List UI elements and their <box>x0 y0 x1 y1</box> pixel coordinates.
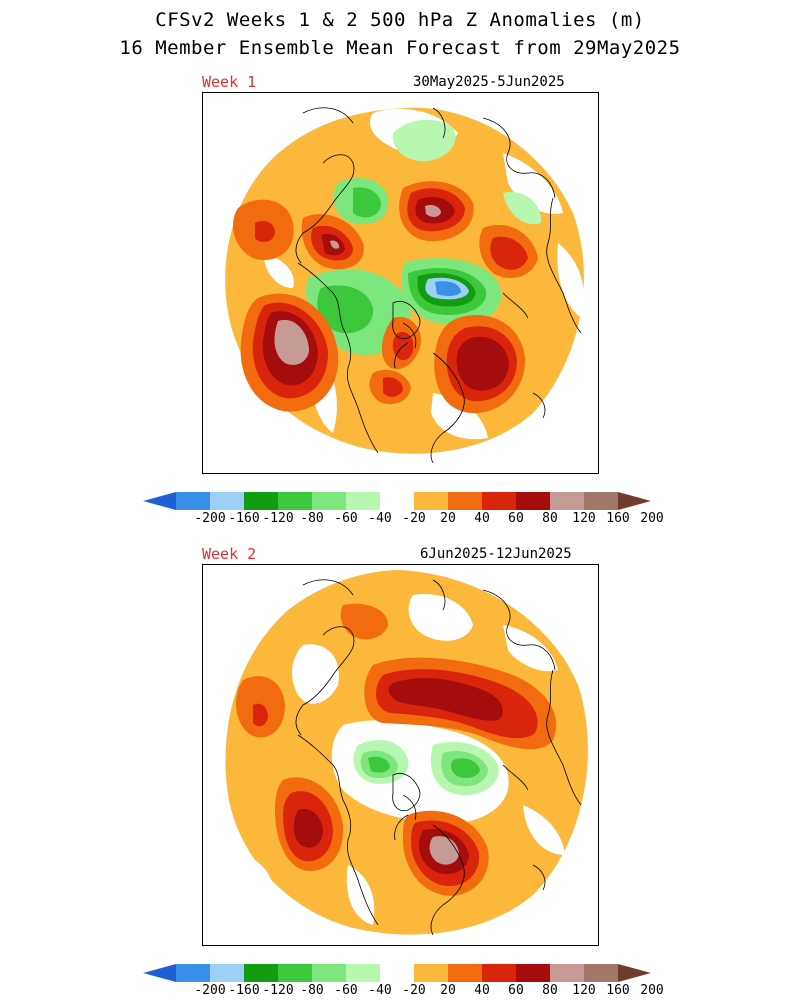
colorbar-swatch <box>516 964 550 982</box>
colorbar-tick-label: -80 <box>300 511 324 526</box>
colorbar-swatch <box>482 964 516 982</box>
week1-map-panel <box>202 92 599 474</box>
figure-title-line1: CFSv2 Weeks 1 & 2 500 hPa Z Anomalies (m… <box>155 9 645 31</box>
week2-colorbar-swatches <box>143 964 651 982</box>
figure-title-line2: 16 Member Ensemble Mean Forecast from 29… <box>119 37 681 59</box>
week1-colorbar-ticks: -200 -160 -120 -80 -60 -40 -20 20 40 60 80 120 160 20… <box>0 511 800 527</box>
colorbar-tick-label: -20 <box>402 511 426 526</box>
colorbar-swatch <box>278 492 312 510</box>
colorbar-tick-label: -80 <box>300 983 324 998</box>
colorbar-tick-label: 60 <box>508 983 524 998</box>
colorbar-tick-label: 160 <box>606 983 630 998</box>
week2-coastlines <box>295 579 582 936</box>
colorbar-tick-label: -200 <box>194 511 226 526</box>
colorbar-swatch <box>414 492 448 510</box>
week2-dates: 6Jun2025-12Jun2025 <box>420 546 572 562</box>
colorbar-swatch <box>210 492 244 510</box>
colorbar-tick-label: 60 <box>508 511 524 526</box>
colorbar-swatch <box>550 492 584 510</box>
week1-label: Week 1 <box>202 73 257 91</box>
colorbar-tick-label: 20 <box>440 983 456 998</box>
colorbar-tick-label: 120 <box>572 511 596 526</box>
week1-colorbar-swatches <box>143 492 651 510</box>
colorbar-tick-label: -120 <box>262 983 294 998</box>
colorbar-swatch <box>278 964 312 982</box>
colorbar-tick-label: 80 <box>542 511 558 526</box>
colorbar-swatch <box>312 964 346 982</box>
colorbar-tick-label: -120 <box>262 511 294 526</box>
week2-map-panel <box>202 564 599 946</box>
colorbar-tick-label: -200 <box>194 983 226 998</box>
week2-anomaly-fields <box>225 570 588 935</box>
week2-colorbar-ticks: -200 -160 -120 -80 -60 -40 -20 20 40 60 80 120 160 20… <box>0 983 800 999</box>
colorbar-tick-label: 80 <box>542 983 558 998</box>
colorbar-swatch <box>448 492 482 510</box>
colorbar-arrow-low <box>143 964 176 982</box>
colorbar-swatch <box>516 492 550 510</box>
week2-label: Week 2 <box>202 545 257 563</box>
week1-colorbar <box>143 492 651 510</box>
week2-anomaly-map <box>225 570 588 936</box>
colorbar-tick-label: -160 <box>228 511 260 526</box>
colorbar-tick-label: -40 <box>368 983 392 998</box>
week1-anomaly-map <box>225 107 584 464</box>
colorbar-swatch <box>584 964 618 982</box>
colorbar-tick-label: -60 <box>334 983 358 998</box>
colorbar-tick-label: -20 <box>402 983 426 998</box>
colorbar-tick-label: -40 <box>368 511 392 526</box>
colorbar-swatch <box>414 964 448 982</box>
colorbar-swatch <box>244 492 278 510</box>
colorbar-swatch <box>210 964 244 982</box>
colorbar-swatch <box>550 964 584 982</box>
colorbar-tick-label: -160 <box>228 983 260 998</box>
colorbar-arrow-high <box>618 964 651 982</box>
colorbar-swatch <box>244 964 278 982</box>
colorbar-swatch <box>448 964 482 982</box>
week1-coastlines <box>295 107 582 464</box>
colorbar-swatch <box>176 492 210 510</box>
colorbar-tick-label: -60 <box>334 511 358 526</box>
week1-anomaly-fields <box>225 107 584 454</box>
colorbar-swatch <box>380 964 414 982</box>
colorbar-tick-label: 40 <box>474 511 490 526</box>
colorbar-tick-label: 160 <box>606 511 630 526</box>
colorbar-swatch <box>176 964 210 982</box>
colorbar-tick-label: 40 <box>474 983 490 998</box>
week2-colorbar <box>143 964 651 982</box>
colorbar-arrow-high <box>618 492 651 510</box>
colorbar-swatch <box>312 492 346 510</box>
colorbar-tick-label: 120 <box>572 983 596 998</box>
colorbar-tick-label: 20 <box>440 511 456 526</box>
colorbar-tick-label: 200 <box>640 983 664 998</box>
colorbar-swatch <box>346 964 380 982</box>
colorbar-swatch <box>380 492 414 510</box>
colorbar-swatch <box>346 492 380 510</box>
week1-dates: 30May2025-5Jun2025 <box>413 74 565 90</box>
colorbar-arrow-low <box>143 492 176 510</box>
colorbar-tick-label: 200 <box>640 511 664 526</box>
colorbar-swatch <box>482 492 516 510</box>
colorbar-swatch <box>584 492 618 510</box>
